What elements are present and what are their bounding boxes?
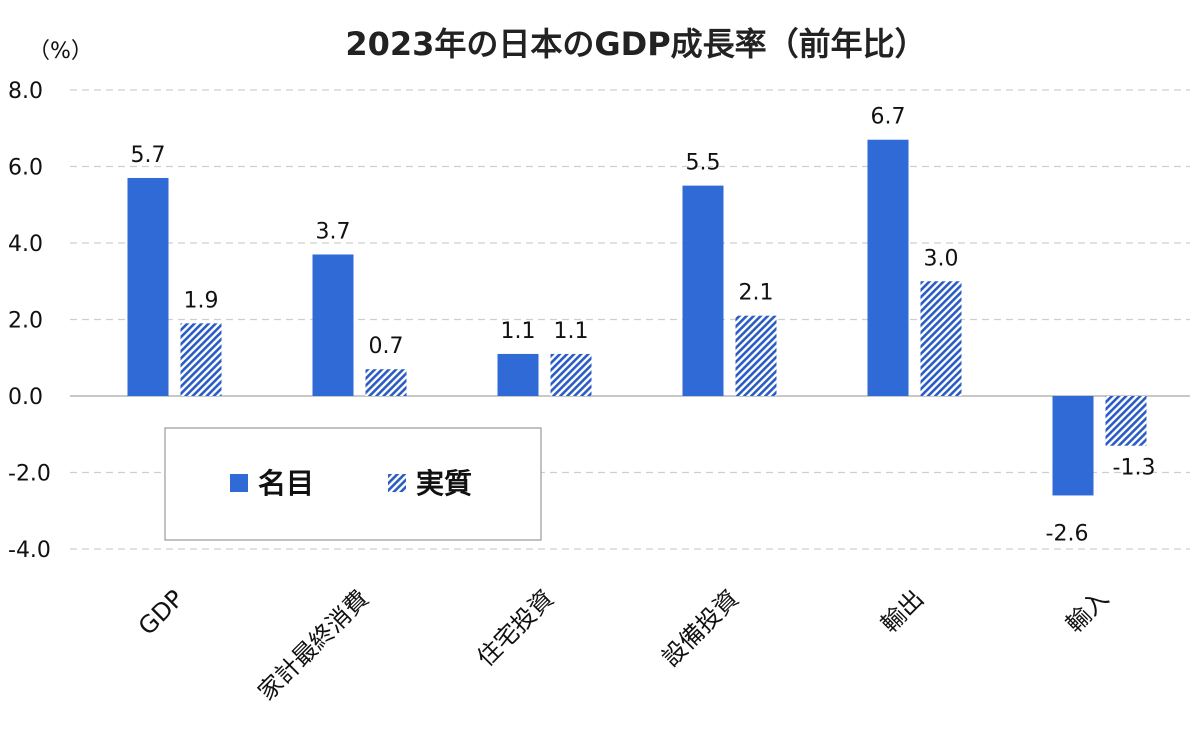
legend-label-nominal: 名目 xyxy=(258,467,314,500)
bar-real xyxy=(365,369,407,396)
bar-nominal xyxy=(682,185,724,396)
x-category-label: 輸出 xyxy=(876,584,930,638)
legend-label-real: 実質 xyxy=(416,467,472,500)
legend-swatch-real xyxy=(388,474,406,492)
data-label: 3.7 xyxy=(316,219,351,244)
data-label: -1.3 xyxy=(1113,456,1156,481)
y-tick-label: 6.0 xyxy=(8,156,43,181)
y-tick-label: 8.0 xyxy=(8,79,43,104)
y-tick-label: 2.0 xyxy=(8,309,43,334)
data-label: -2.6 xyxy=(1046,521,1089,546)
bar-real xyxy=(1105,396,1147,446)
data-label: 0.7 xyxy=(369,334,404,359)
legend-box xyxy=(164,427,542,541)
y-tick-label: -2.0 xyxy=(8,462,51,487)
legend-swatch-nominal xyxy=(230,474,248,492)
data-label: 1.1 xyxy=(554,319,589,344)
x-category-label: 輸入 xyxy=(1061,584,1115,638)
legend: 名目 実質 xyxy=(164,427,542,541)
bar-nominal xyxy=(312,254,354,396)
bar-nominal xyxy=(1052,396,1094,496)
data-label: 5.5 xyxy=(686,151,721,176)
data-label: 2.1 xyxy=(739,281,774,306)
y-tick-label: 4.0 xyxy=(8,232,43,257)
data-label: 5.7 xyxy=(131,143,166,168)
bar-real xyxy=(735,315,777,396)
x-category-label: 家計最終消費 xyxy=(253,584,375,706)
y-tick-label: 0.0 xyxy=(8,385,43,410)
data-label: 3.0 xyxy=(924,246,959,271)
bar-nominal xyxy=(497,353,539,396)
data-label: 6.7 xyxy=(871,105,906,130)
y-axis-unit: （%） xyxy=(28,39,93,64)
chart-title: 2023年の日本のGDP成長率（前年比） xyxy=(345,25,926,63)
x-category-label: GDP xyxy=(133,584,189,640)
x-category-label: 設備投資 xyxy=(657,584,745,672)
bar-nominal xyxy=(867,139,909,396)
data-label: 1.1 xyxy=(501,319,536,344)
x-category-label: 住宅投資 xyxy=(472,584,560,672)
bar-nominal xyxy=(127,177,169,396)
bar-real xyxy=(180,323,222,396)
data-label: 1.9 xyxy=(184,288,219,313)
y-tick-label: -4.0 xyxy=(8,538,51,563)
bar-real xyxy=(550,353,592,396)
bar-real xyxy=(920,281,962,396)
